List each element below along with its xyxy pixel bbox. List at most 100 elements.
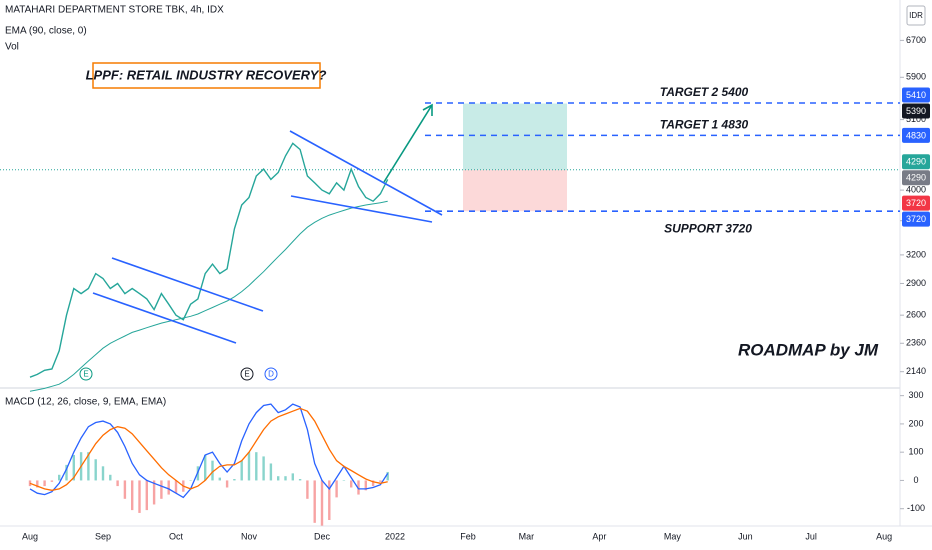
histogram-bar (218, 477, 221, 481)
y-tick-label: 300 (908, 390, 923, 400)
level-label: TARGET 2 5400 (660, 85, 749, 99)
price-tag (902, 87, 930, 103)
x-tick-label: Sep (95, 531, 111, 541)
y-tick-label: 6700 (906, 35, 926, 45)
x-tick-label: Jun (738, 531, 753, 541)
histogram-bar (262, 456, 265, 481)
event-marker (79, 367, 93, 381)
x-tick-label: Feb (460, 531, 476, 541)
histogram-bar (335, 480, 338, 498)
signature: ROADMAP by JM (738, 340, 879, 359)
x-tick-label: Nov (241, 531, 258, 541)
histogram-bar (72, 455, 75, 481)
price-tag (902, 103, 930, 119)
projection-arrow (383, 103, 433, 183)
y-tick-label: 5900 (906, 72, 926, 82)
annotation-box (92, 62, 321, 89)
histogram-bar (379, 480, 382, 482)
currency: IDR (909, 11, 923, 20)
histogram-bar (116, 480, 119, 487)
histogram-bar (160, 480, 163, 499)
y-tick-label: 4000 (906, 184, 926, 194)
histogram-bar (291, 473, 294, 481)
price-tag-label: 5390 (906, 106, 926, 116)
histogram-bar (371, 480, 375, 487)
histogram-bar (306, 480, 309, 499)
price-line (29, 142, 389, 378)
y-tick-label: 0 (913, 475, 918, 485)
histogram-bar (225, 480, 229, 488)
channel-bottom (92, 292, 237, 344)
y-tick-label: 5100 (906, 114, 926, 124)
x-tick-label: Mar (519, 531, 535, 541)
histogram-bar (58, 474, 61, 481)
macd-title: MACD (12, 26, close, 9, EMA, EMA) (5, 397, 166, 408)
x-tick-label: Oct (169, 531, 184, 541)
histogram-bar (247, 452, 251, 481)
y-tick-label: 3200 (906, 249, 926, 259)
y-tick-label: 2600 (906, 310, 926, 320)
histogram-bar (350, 480, 353, 488)
arrow-head (422, 103, 433, 116)
histogram-bar (50, 480, 54, 482)
macd-line (29, 403, 389, 499)
zone (463, 103, 567, 170)
histogram-bar (109, 474, 112, 481)
price-tag-label: 3720 (906, 198, 926, 208)
trend-lines (92, 130, 443, 344)
histogram-bar (204, 455, 207, 481)
histogram-bar (87, 452, 90, 481)
wedge-top (289, 130, 443, 216)
arrow-shaft (383, 104, 433, 183)
price-tag (902, 170, 930, 186)
ema-line (29, 200, 388, 392)
price-tag (902, 195, 930, 211)
price-tag-label: 5410 (906, 90, 926, 100)
price-tag-label: 4290 (906, 157, 926, 167)
y-tick-label: -100 (907, 503, 925, 513)
histogram-bar (94, 459, 97, 481)
x-tick-label: Jul (805, 531, 817, 541)
histogram-bar (277, 476, 280, 481)
histogram-bar (284, 476, 287, 481)
histogram-bar (269, 463, 273, 481)
histogram-bar (167, 480, 170, 495)
legend-item: EMA (90, close, 0) (5, 26, 87, 37)
histogram-bar (131, 480, 134, 511)
histogram-bar (36, 480, 39, 488)
x-tick-label: May (664, 531, 682, 541)
histogram-bar (313, 480, 316, 523)
legend-item: Vol (5, 42, 19, 53)
x-tick-label: Dec (314, 531, 331, 541)
x-tick-label: 2022 (385, 531, 405, 541)
plot: TARGET 2 5400 TARGET 1 4830 SUPPORT 3720 21… (0, 35, 930, 541)
y-tick-label: 200 (908, 418, 923, 428)
currency-box (906, 5, 926, 26)
histogram-bar (386, 471, 389, 481)
event-marker-label: E (244, 370, 249, 379)
histogram-bar (43, 480, 46, 487)
histogram-bar (320, 480, 324, 526)
level-label: SUPPORT 3720 (664, 221, 752, 235)
histogram-bar (174, 480, 178, 494)
histogram-bar (357, 480, 360, 495)
histogram-bar (65, 464, 68, 481)
price-tag (902, 211, 930, 227)
signal-line (29, 407, 388, 491)
histogram-bar (28, 480, 32, 487)
event-marker (240, 367, 254, 381)
y-tick-label: 2360 (906, 338, 926, 348)
wedge-bottom (290, 195, 433, 223)
event-marker (264, 367, 278, 381)
chart-title: MATAHARI DEPARTMENT STORE TBK, 4h, IDX (5, 5, 224, 16)
histogram-bar (364, 480, 367, 491)
x-tick-label: Aug (22, 531, 38, 541)
event-marker-label: E (83, 370, 88, 379)
histogram-bar (101, 466, 105, 481)
x-tick-label: Aug (876, 531, 892, 541)
y-tick-label: 2900 (906, 278, 926, 288)
channel-top (111, 257, 264, 312)
price-tag-label: 4290 (906, 173, 926, 183)
level-label: TARGET 1 4830 (660, 118, 749, 132)
